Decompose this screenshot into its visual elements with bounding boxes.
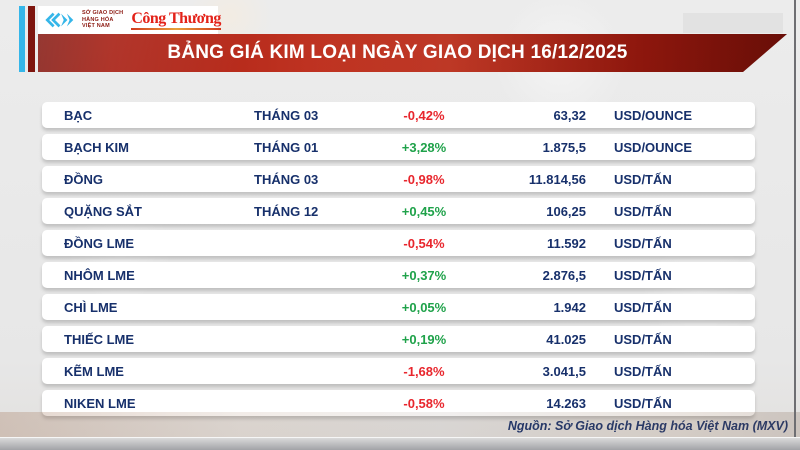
contract-month: THÁNG 03 [254, 171, 319, 187]
table-row: NHÔM LME +0,37% 2.876,5 USD/TẤN [42, 262, 755, 288]
contract-month: THÁNG 12 [254, 203, 319, 219]
price-value: 63,32 [553, 107, 586, 123]
cong-thuong-wordmark: Công Thương [131, 9, 221, 27]
table-row: QUẶNG SẮT THÁNG 12 +0,45% 106,25 USD/TẤN [42, 198, 755, 224]
percent-change: -0,98% [403, 171, 445, 187]
left-accent-maroon-stripe [28, 6, 35, 72]
price-unit: USD/TẤN [614, 171, 672, 187]
faded-photo-band [0, 412, 800, 438]
table-row: NIKEN LME -0,58% 14.263 USD/TẤN [42, 390, 755, 416]
price-unit: USD/OUNCE [614, 139, 693, 155]
price-value: 41.025 [546, 331, 586, 347]
mxv-logo-line3: VIỆT NAM [82, 23, 110, 30]
cong-thuong-tagline-bar [131, 27, 221, 30]
cong-thuong-logo: Công Thương [131, 9, 221, 30]
price-value: 106,25 [546, 203, 586, 219]
percent-change: +0,05% [401, 299, 447, 315]
metal-name: BẠC [64, 107, 93, 123]
metal-name: NHÔM LME [64, 267, 135, 283]
contract-month: THÁNG 03 [254, 107, 319, 123]
percent-change: -0,42% [403, 107, 445, 123]
metal-name: ĐỒNG LME [64, 235, 135, 251]
metal-name: THIẾC LME [64, 331, 135, 347]
price-value: 2.876,5 [542, 267, 586, 283]
metal-name: CHÌ LME [64, 299, 118, 315]
table-row: BẠCH KIM THÁNG 01 +3,28% 1.875,5 USD/OUN… [42, 134, 755, 160]
price-value: 3.041,5 [542, 363, 586, 379]
logo-bar: SỞ GIAO DỊCH HÀNG HÓA VIỆT NAM Công Thươ… [38, 6, 221, 34]
metal-name: ĐỒNG [64, 171, 103, 187]
metal-name: BẠCH KIM [64, 139, 129, 155]
right-border-line [794, 0, 796, 438]
percent-change: -0,54% [403, 235, 445, 251]
metal-name: KẼM LME [64, 363, 124, 379]
percent-change: +0,45% [401, 203, 447, 219]
percent-change: -1,68% [403, 363, 445, 379]
price-value: 11.814,56 [528, 171, 586, 187]
price-value: 1.875,5 [542, 139, 586, 155]
price-value: 11.592 [546, 235, 586, 251]
table-row: CHÌ LME +0,05% 1.942 USD/TẤN [42, 294, 755, 320]
price-unit: USD/TẤN [614, 299, 672, 315]
background-watermark-block [683, 13, 783, 33]
mxv-logo-line2: HÀNG HÓA [82, 16, 114, 23]
price-unit: USD/TẤN [614, 203, 672, 219]
mxv-logo-icon [43, 11, 77, 29]
table-row: KẼM LME -1,68% 3.041,5 USD/TẤN [42, 358, 755, 384]
percent-change: +0,37% [401, 267, 447, 283]
price-unit: USD/TẤN [614, 395, 672, 411]
percent-change: -0,58% [403, 395, 445, 411]
price-unit: USD/TẤN [614, 235, 672, 251]
bottom-strip [0, 437, 800, 450]
percent-change: +3,28% [401, 139, 447, 155]
price-unit: USD/TẤN [614, 267, 672, 283]
title-banner: BẢNG GIÁ KIM LOẠI NGÀY GIAO DỊCH 16/12/2… [38, 34, 787, 72]
price-unit: USD/TẤN [614, 331, 672, 347]
table-row: BẠC THÁNG 03 -0,42% 63,32 USD/OUNCE [42, 102, 755, 128]
price-unit: USD/TẤN [614, 363, 672, 379]
metal-name: NIKEN LME [64, 395, 136, 411]
price-unit: USD/OUNCE [614, 107, 693, 123]
price-value: 1.942 [553, 299, 586, 315]
left-accent-cyan-stripe [19, 6, 25, 72]
table-row: THIẾC LME +0,19% 41.025 USD/TẤN [42, 326, 755, 352]
metal-name: QUẶNG SẮT [64, 203, 142, 219]
percent-change: +0,19% [401, 331, 447, 347]
mxv-logo-line1: SỞ GIAO DỊCH [82, 10, 124, 17]
mxv-logo-text: SỞ GIAO DỊCH HÀNG HÓA VIỆT NAM [82, 10, 123, 30]
table-row: ĐỒNG LME -0,54% 11.592 USD/TẤN [42, 230, 755, 256]
price-table: BẠC THÁNG 03 -0,42% 63,32 USD/OUNCE BẠCH… [42, 102, 755, 422]
price-value: 14.263 [546, 395, 586, 411]
page-title: BẢNG GIÁ KIM LOẠI NGÀY GIAO DỊCH 16/12/2… [167, 42, 628, 63]
contract-month: THÁNG 01 [254, 139, 319, 155]
table-row: ĐỒNG THÁNG 03 -0,98% 11.814,56 USD/TẤN [42, 166, 755, 192]
source-note: Nguồn: Sở Giao dịch Hàng hóa Việt Nam (M… [508, 419, 788, 433]
